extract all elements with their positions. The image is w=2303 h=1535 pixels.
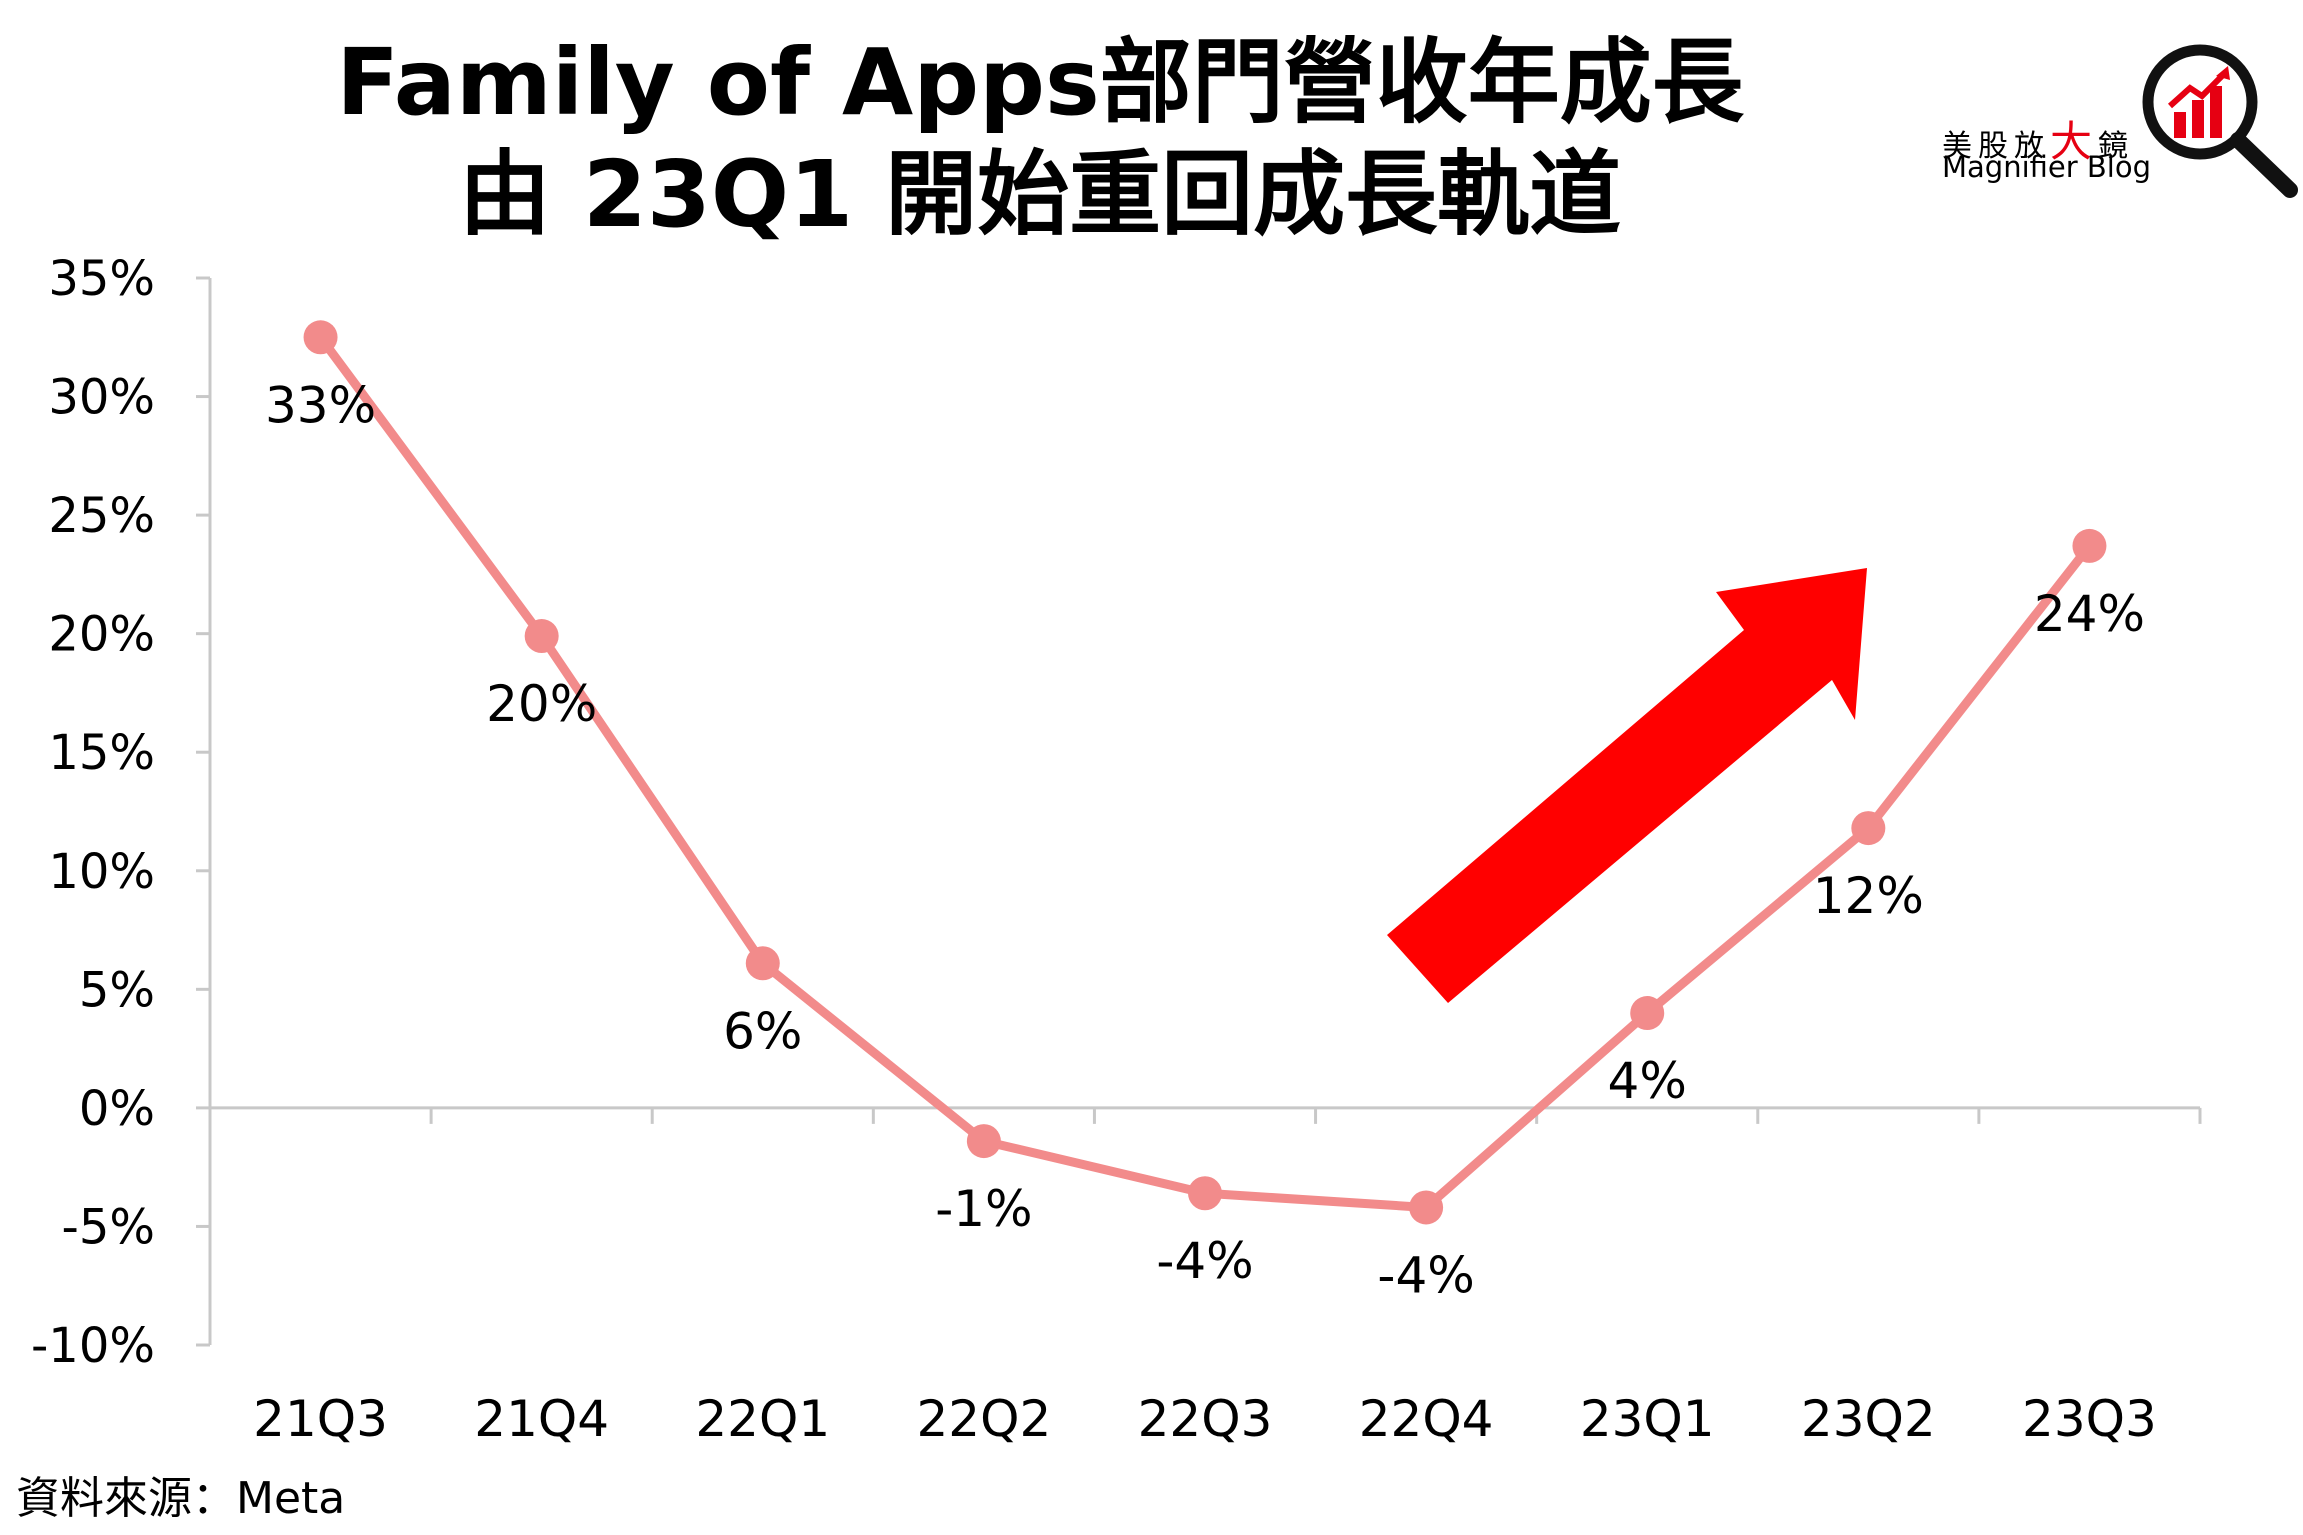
logo-cn-suffix: 鏡 bbox=[2098, 129, 2135, 164]
y-tick-label: 30% bbox=[48, 370, 155, 426]
y-tick-label: 35% bbox=[48, 251, 155, 307]
x-tick-label: 23Q2 bbox=[1801, 1390, 1936, 1448]
x-tick-label: 23Q3 bbox=[2022, 1390, 2157, 1448]
data-point bbox=[745, 946, 780, 981]
y-tick-label: -10% bbox=[31, 1318, 155, 1374]
data-label: 4% bbox=[1608, 1052, 1687, 1110]
y-tick-label: 25% bbox=[48, 488, 155, 544]
data-label: 24% bbox=[2034, 585, 2145, 643]
magnifier-chart-icon bbox=[2142, 44, 2298, 198]
data-label: 33% bbox=[265, 376, 376, 434]
data-label: -4% bbox=[1156, 1232, 1253, 1290]
y-tick-label: 0% bbox=[79, 1081, 155, 1137]
trend-arrow bbox=[1387, 568, 1867, 1003]
data-point bbox=[966, 1124, 1001, 1159]
data-point bbox=[1188, 1176, 1222, 1211]
x-axis: 21Q3 21Q4 22Q1 22Q2 22Q3 22Q4 23Q1 23Q2 23Q3 bbox=[210, 1106, 2202, 1448]
data-point bbox=[1630, 996, 1665, 1031]
data-point bbox=[2072, 528, 2107, 563]
x-tick-label: 23Q1 bbox=[1580, 1390, 1715, 1448]
data-label: 20% bbox=[486, 675, 597, 733]
data-series bbox=[303, 320, 2107, 1225]
y-axis: -10% -5% 0% 5% 10% 15% 20% 25% 30% 35% bbox=[31, 251, 212, 1374]
y-tick-label: -5% bbox=[62, 1199, 155, 1255]
x-tick-label: 22Q3 bbox=[1138, 1390, 1273, 1448]
logo-cn-text: 美股放大鏡 bbox=[1942, 108, 2134, 169]
chart-title-line-2: 由 23Q1 開始重回成長軌道 bbox=[458, 141, 1622, 248]
source-note: 資料來源：Meta bbox=[16, 1473, 346, 1524]
chart-title-line-1: Family of Apps部門營收年成長 bbox=[336, 29, 1744, 136]
logo-cn-big: 大 bbox=[2050, 117, 2099, 166]
series-line bbox=[316, 334, 2093, 1212]
y-tick-label: 5% bbox=[79, 962, 155, 1018]
data-labels: 33% 20% 6% -1% -4% -4% 4% 12% 24% bbox=[265, 376, 2145, 1304]
x-tick-label: 21Q4 bbox=[474, 1390, 609, 1448]
data-point bbox=[1851, 811, 1886, 846]
x-tick-label: 21Q3 bbox=[253, 1390, 388, 1448]
data-label: -4% bbox=[1377, 1246, 1474, 1304]
y-tick-label: 15% bbox=[48, 725, 155, 781]
logo-cn-prefix: 美股放 bbox=[1942, 129, 2050, 164]
data-label: -1% bbox=[935, 1180, 1032, 1238]
x-tick-label: 22Q4 bbox=[1359, 1390, 1494, 1448]
data-label: 6% bbox=[723, 1002, 802, 1060]
data-point bbox=[303, 320, 338, 355]
data-point bbox=[1409, 1190, 1444, 1225]
trend-arrow-shape bbox=[1387, 568, 1867, 1003]
y-tick-label: 10% bbox=[48, 844, 155, 900]
x-tick-label: 22Q2 bbox=[916, 1390, 1051, 1448]
data-label: 12% bbox=[1813, 867, 1924, 925]
y-tick-label: 20% bbox=[48, 607, 155, 663]
logo-en-text: Magnifier Blog bbox=[1942, 150, 2151, 184]
x-tick-label: 22Q1 bbox=[695, 1390, 830, 1448]
data-point bbox=[524, 619, 559, 654]
